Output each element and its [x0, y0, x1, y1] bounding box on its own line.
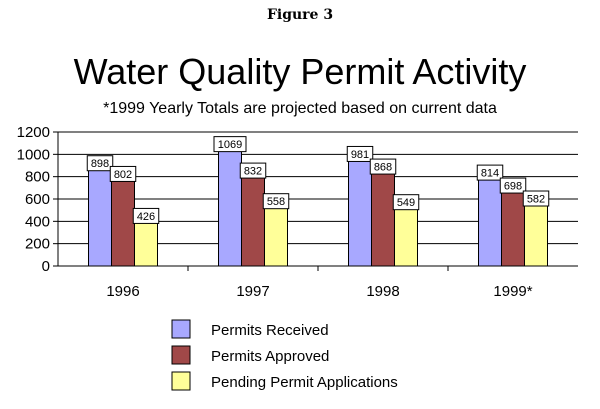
data-label-box — [369, 158, 397, 175]
data-label-box — [522, 190, 550, 207]
data-label-box — [132, 207, 160, 224]
bar — [371, 168, 395, 267]
data-label: 426 — [137, 211, 155, 223]
data-label-box — [86, 155, 114, 172]
data-label-box — [109, 165, 137, 182]
data-label-box — [499, 177, 527, 194]
bar — [134, 217, 158, 267]
y-tick-label: 1000 — [17, 146, 50, 163]
bar — [394, 204, 418, 267]
data-label-box — [213, 136, 247, 153]
data-label-box — [239, 162, 267, 179]
x-tick-label: 1996 — [106, 283, 139, 300]
bar — [218, 146, 242, 267]
x-tick-label: 1999* — [493, 283, 532, 300]
data-label: 898 — [91, 158, 109, 170]
y-tick-label: 200 — [25, 236, 50, 253]
data-label: 832 — [244, 166, 262, 178]
data-label-box — [346, 145, 374, 162]
y-tick-label: 600 — [25, 191, 50, 208]
data-label: 1069 — [218, 139, 242, 151]
data-label: 558 — [267, 196, 285, 208]
data-label-box — [392, 194, 420, 211]
bar — [264, 203, 288, 267]
axes: 0 200 400 600 800 1000 1200 1996 1997 1998 1999* — [17, 124, 578, 300]
y-tick-label: 400 — [25, 213, 50, 230]
bar — [348, 155, 372, 267]
data-label: 814 — [481, 168, 499, 180]
data-label: 802 — [114, 169, 132, 181]
data-label: 698 — [504, 181, 522, 193]
legend-label: Permits Approved — [211, 348, 329, 365]
legend-swatch — [171, 345, 191, 365]
data-label: 582 — [527, 194, 545, 206]
legend-label: Pending Permit Applications — [211, 374, 398, 391]
chart-subtitle: *1999 Yearly Totals are projected based … — [103, 100, 497, 117]
legend-label: Permits Received — [211, 322, 329, 339]
figure-label: Figure 3 — [267, 7, 333, 23]
y-tick-label: 800 — [25, 169, 50, 186]
x-tick-label: 1998 — [366, 283, 399, 300]
bars: 898 802 426 1069 832 558 981 868 549 814 698 582 — [86, 136, 550, 267]
x-tick-label: 1997 — [236, 283, 269, 300]
bar — [111, 175, 135, 267]
data-label-box — [262, 193, 290, 210]
bar — [88, 165, 112, 267]
legend-swatch — [171, 319, 191, 339]
legend: Permits Received Permits Approved Pending … — [171, 319, 398, 391]
data-label-box — [476, 164, 504, 181]
data-label: 981 — [351, 149, 369, 161]
legend-swatch — [171, 371, 191, 391]
bar — [524, 200, 548, 267]
data-label: 549 — [397, 197, 415, 209]
chart-title: Water Quality Permit Activity — [74, 51, 527, 92]
y-tick-label: 1200 — [17, 124, 50, 141]
y-tick-label: 0 — [42, 258, 50, 275]
bar — [241, 172, 265, 267]
bar — [478, 174, 502, 267]
data-label: 868 — [374, 162, 392, 174]
bar — [501, 187, 525, 267]
